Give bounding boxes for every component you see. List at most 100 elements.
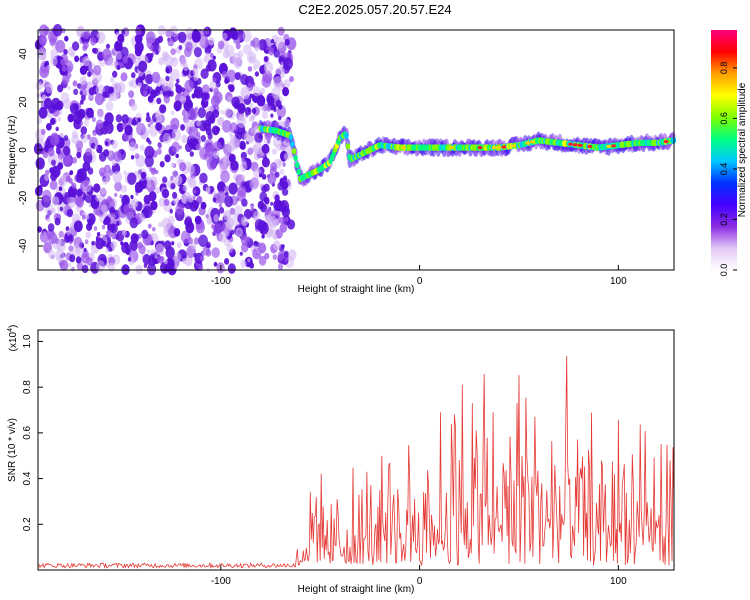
noise-blob (254, 132, 263, 144)
noise-blob (224, 258, 230, 265)
noise-blob (37, 185, 43, 193)
noise-blob (93, 65, 102, 76)
noise-blob (112, 246, 116, 251)
noise-blob (257, 200, 265, 210)
snr-y-axis-label: SNR (10 * v/v) (7, 418, 18, 482)
noise-blob (79, 75, 87, 85)
noise-blob (74, 195, 83, 206)
noise-blob (191, 242, 197, 250)
noise-blob (77, 108, 86, 119)
noise-blob (191, 93, 196, 99)
noise-blob (165, 257, 175, 269)
noise-blob (275, 36, 284, 49)
noise-blob (83, 41, 89, 49)
noise-blob (200, 201, 207, 210)
noise-blob (209, 186, 215, 193)
noise-blob (116, 65, 121, 70)
noise-blob (267, 172, 277, 185)
noise-blob (97, 109, 105, 119)
noise-blob (174, 230, 179, 237)
noise-blob (193, 189, 197, 194)
noise-blob (205, 145, 216, 158)
noise-blob (122, 56, 129, 64)
noise-blob (205, 214, 209, 219)
noise-blob (205, 111, 215, 123)
noise-blob (100, 172, 105, 177)
ridge-hotspot (496, 146, 502, 150)
noise-blob (127, 172, 137, 185)
noise-blob (189, 151, 194, 157)
noise-blob (281, 244, 285, 249)
noise-blob (140, 171, 147, 180)
noise-blob (240, 216, 249, 227)
noise-blob (149, 52, 154, 58)
noise-blob (272, 254, 277, 260)
noise-blob (139, 144, 145, 151)
noise-blob (196, 120, 201, 127)
noise-blob (55, 39, 66, 53)
noise-blob (61, 28, 66, 34)
noise-blob (212, 223, 223, 236)
noise-blob (143, 205, 153, 219)
spectrogram-y-ticks: -40 -20 0 20 40 (18, 48, 43, 253)
noise-blob (111, 232, 117, 240)
noise-blob (169, 208, 173, 214)
noise-blob (252, 142, 263, 155)
noise-blob (63, 98, 72, 110)
noise-blob (61, 65, 67, 72)
noise-blob (178, 45, 183, 50)
noise-blob (279, 178, 284, 183)
noise-blob (227, 96, 233, 103)
noise-blob (120, 150, 125, 155)
noise-blob (69, 170, 74, 176)
noise-blob (218, 203, 223, 208)
noise-blob (161, 188, 170, 199)
noise-blob (167, 37, 175, 47)
noise-blob (224, 191, 229, 197)
noise-blob (185, 112, 190, 119)
noise-blob (220, 110, 225, 115)
noise-blob (249, 177, 260, 191)
noise-blob (174, 175, 183, 186)
noise-blob (197, 107, 206, 119)
noise-blob (57, 116, 61, 122)
noise-blob (240, 74, 249, 86)
noise-blob (207, 59, 217, 72)
noise-blob (76, 25, 86, 38)
noise-blob (240, 259, 247, 269)
noise-blob (79, 90, 83, 95)
noise-blob (212, 55, 216, 60)
noise-blob (157, 255, 164, 264)
noise-blob (137, 82, 142, 88)
noise-blob (284, 216, 289, 222)
noise-blob (180, 124, 186, 131)
noise-blob (277, 201, 287, 213)
noise-blob (179, 162, 187, 172)
noise-blob (283, 152, 290, 161)
noise-blob (253, 245, 257, 250)
noise-blob (102, 177, 109, 185)
noise-blob (282, 162, 286, 168)
noise-blob (55, 147, 61, 155)
noise-blob (120, 241, 124, 246)
ridge-hotspot (501, 145, 507, 149)
noise-blob (104, 141, 109, 146)
noise-blob (150, 249, 156, 256)
noise-blob (155, 187, 160, 194)
noise-blob (69, 254, 76, 263)
noise-blob (163, 54, 173, 67)
noise-blob (271, 87, 281, 99)
noise-blob (107, 56, 115, 67)
noise-blob (86, 257, 93, 266)
noise-blob (75, 171, 85, 184)
noise-blob (204, 27, 210, 35)
noise-blob (219, 207, 225, 214)
noise-blob (145, 115, 151, 123)
noise-blob (171, 141, 180, 153)
noise-blob (45, 60, 49, 66)
ridge-core (295, 161, 300, 169)
noise-blob (146, 181, 152, 188)
noise-blob (247, 135, 254, 144)
noise-blob (95, 237, 105, 250)
